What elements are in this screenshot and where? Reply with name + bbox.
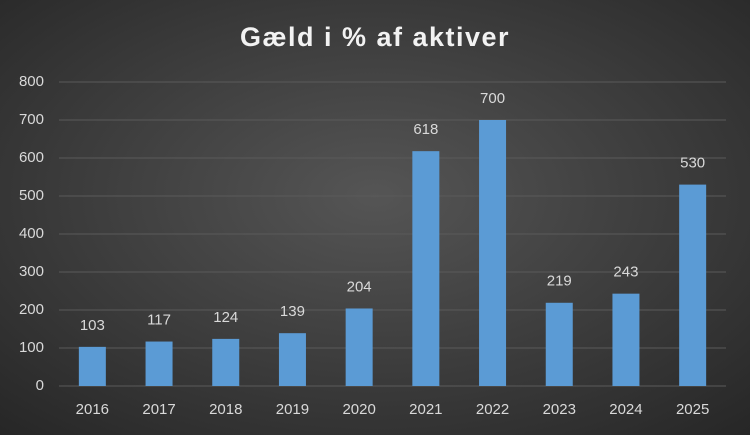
bar <box>345 308 373 386</box>
y-tick-label: 400 <box>19 225 44 242</box>
bar <box>78 346 106 386</box>
bar <box>212 338 240 386</box>
data-label: 117 <box>147 312 171 329</box>
y-tick-label: 700 <box>19 111 44 128</box>
y-tick-label: 300 <box>19 263 44 280</box>
y-tick-label: 200 <box>19 301 44 318</box>
bar <box>679 184 707 386</box>
x-tick-label: 2018 <box>209 401 242 418</box>
bar <box>545 302 573 386</box>
y-tick-label: 600 <box>19 149 44 166</box>
bar <box>479 120 507 386</box>
x-tick-label: 2021 <box>409 401 442 418</box>
data-label: 204 <box>347 278 372 295</box>
data-label: 243 <box>613 264 638 281</box>
bar <box>412 151 440 386</box>
chart-title: Gæld i % af aktiver <box>240 22 510 52</box>
data-label: 219 <box>547 273 572 290</box>
data-label: 618 <box>413 121 438 138</box>
x-tick-label: 2025 <box>676 401 709 418</box>
y-tick-label: 800 <box>19 73 44 90</box>
x-tick-label: 2016 <box>76 401 109 418</box>
bar <box>278 333 306 386</box>
data-label: 139 <box>280 303 305 320</box>
data-label: 124 <box>213 309 238 326</box>
bar <box>145 341 173 386</box>
data-label: 530 <box>680 155 705 172</box>
bar <box>612 293 640 386</box>
y-tick-label: 0 <box>36 377 44 394</box>
y-tick-label: 100 <box>19 339 44 356</box>
x-tick-label: 2017 <box>142 401 175 418</box>
data-label: 700 <box>480 90 505 107</box>
data-label: 103 <box>80 317 105 334</box>
x-tick-label: 2023 <box>543 401 576 418</box>
x-tick-label: 2024 <box>609 401 642 418</box>
x-tick-label: 2019 <box>276 401 309 418</box>
x-tick-label: 2020 <box>342 401 375 418</box>
y-tick-label: 500 <box>19 187 44 204</box>
x-tick-label: 2022 <box>476 401 509 418</box>
